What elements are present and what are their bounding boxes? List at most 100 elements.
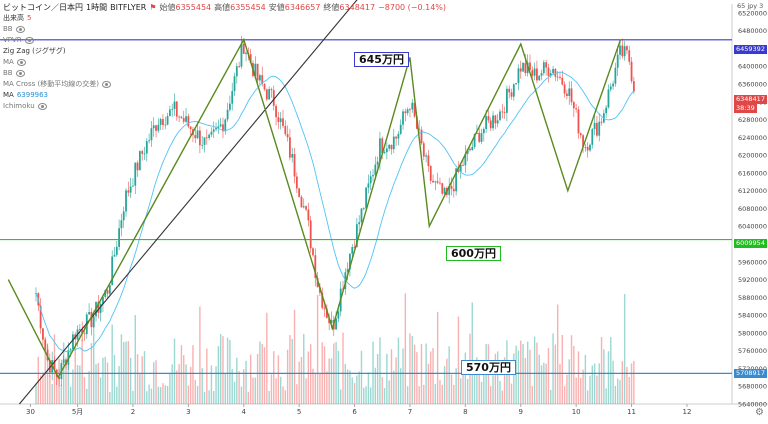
candle-body xyxy=(256,63,259,81)
candle-body xyxy=(439,182,441,184)
candle-body xyxy=(268,89,271,100)
volume-bar xyxy=(178,364,180,404)
candle-body xyxy=(309,220,312,249)
candle-body xyxy=(501,111,504,113)
candle-body xyxy=(298,188,301,197)
candle-body xyxy=(413,102,416,117)
volume-bar xyxy=(132,390,134,404)
candle-body xyxy=(399,124,402,134)
volume-bar xyxy=(508,374,510,404)
annotation-570[interactable]: 570万円 xyxy=(461,360,516,375)
candle-body xyxy=(545,62,548,68)
eye-icon[interactable] xyxy=(15,70,25,77)
volume-bar xyxy=(337,350,340,404)
volume-bar xyxy=(69,386,72,404)
volume-bar xyxy=(552,333,554,404)
symbol-name: ビットコイン／日本円 xyxy=(3,3,83,12)
volume-bar xyxy=(208,390,210,404)
eye-icon[interactable] xyxy=(37,103,47,110)
indicator-vpvr[interactable]: VPVR xyxy=(3,35,446,46)
volume-bar xyxy=(492,375,494,404)
volume-bar xyxy=(307,351,310,404)
indicator-ma[interactable]: MA xyxy=(3,57,446,68)
indicator-zigzag[interactable]: Zig Zag (ジグザグ) xyxy=(3,47,66,55)
volume-bar xyxy=(457,316,460,404)
indicator-bb-2[interactable]: BB xyxy=(3,68,446,79)
indicator-ichimoku[interactable]: Ichimoku xyxy=(3,101,446,112)
candle-body xyxy=(129,186,132,193)
annotation-600[interactable]: 600万円 xyxy=(446,246,501,261)
volume-bar xyxy=(286,349,289,404)
indicator-volume[interactable]: 出来高 5 xyxy=(3,14,32,22)
indicator-ma-2[interactable]: MA 6399963 xyxy=(3,91,49,99)
eye-icon[interactable] xyxy=(24,37,34,44)
volume-bar xyxy=(291,339,293,404)
y-tick-label: 6280000 xyxy=(738,116,767,124)
volume-bar xyxy=(628,377,630,404)
eye-icon[interactable] xyxy=(101,81,111,88)
candle-body xyxy=(379,138,381,162)
candle-body xyxy=(409,109,411,111)
volume-bar xyxy=(605,388,607,404)
volume-bar xyxy=(379,337,381,404)
candle-body xyxy=(330,319,333,324)
x-tick-label: 10 xyxy=(572,408,581,416)
volume-bar xyxy=(224,373,226,404)
volume-bar xyxy=(603,349,605,404)
volume-bar xyxy=(471,302,473,404)
volume-bar xyxy=(215,366,217,404)
eye-icon[interactable] xyxy=(15,26,25,33)
candle-body xyxy=(529,62,531,71)
candle-body xyxy=(300,196,303,208)
volume-bar xyxy=(501,390,503,404)
candle-body xyxy=(478,132,481,142)
x-tick-label: 30 xyxy=(26,408,35,416)
volume-bar xyxy=(39,375,42,404)
volume-bar xyxy=(358,371,360,404)
candle-body xyxy=(272,90,275,106)
annotation-645[interactable]: 645万円 xyxy=(354,52,409,67)
volume-bar xyxy=(210,365,213,404)
eye-icon[interactable] xyxy=(16,59,26,66)
volume-bar xyxy=(577,351,580,404)
x-tick-label: 8 xyxy=(463,408,467,416)
indicator-bb[interactable]: BB xyxy=(3,24,446,35)
volume-bar xyxy=(314,373,317,404)
volume-bar xyxy=(203,391,206,404)
volume-bar xyxy=(584,354,587,404)
candle-body xyxy=(473,133,476,147)
volume-bar xyxy=(409,333,411,404)
candle-body xyxy=(185,116,187,122)
y-tick-label: 5920000 xyxy=(738,276,767,284)
volume-bar xyxy=(74,346,76,404)
gear-icon[interactable]: ⚙ xyxy=(755,407,764,418)
volume-bar xyxy=(420,344,423,404)
candle-body xyxy=(510,92,513,97)
candle-body xyxy=(92,316,95,328)
candle-body xyxy=(489,120,492,129)
volume-bar xyxy=(217,346,220,404)
candle-body xyxy=(487,116,490,121)
volume-bar xyxy=(146,391,148,404)
candle-body xyxy=(570,88,573,103)
candle-body xyxy=(175,101,178,117)
candle-body xyxy=(385,148,388,153)
candle-body xyxy=(46,349,49,361)
indicator-ma-cross[interactable]: MA Cross (移動平均線の交差) xyxy=(3,79,446,90)
volume-bar xyxy=(494,353,497,404)
volume-bar xyxy=(607,351,610,404)
candle-body xyxy=(196,130,199,139)
volume-bar xyxy=(316,295,319,404)
volume-bar xyxy=(263,347,266,404)
volume-bar xyxy=(97,363,100,404)
volume-bar xyxy=(44,336,46,404)
candle-body xyxy=(388,144,391,149)
volume-bar xyxy=(610,337,612,404)
volume-bar xyxy=(326,371,328,404)
x-tick-label: 5月 xyxy=(72,408,83,416)
candle-body xyxy=(108,285,111,294)
volume-bar xyxy=(630,363,633,404)
volume-bar xyxy=(633,360,635,404)
